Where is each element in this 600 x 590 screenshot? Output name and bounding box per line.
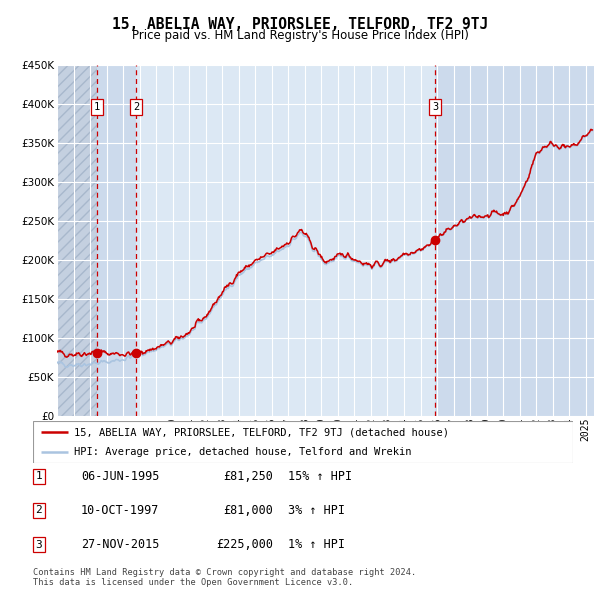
Text: £81,000: £81,000 — [223, 504, 273, 517]
Text: Price paid vs. HM Land Registry's House Price Index (HPI): Price paid vs. HM Land Registry's House … — [131, 30, 469, 42]
Text: 06-JUN-1995: 06-JUN-1995 — [81, 470, 160, 483]
Text: 15% ↑ HPI: 15% ↑ HPI — [288, 470, 352, 483]
Text: £225,000: £225,000 — [216, 538, 273, 551]
FancyBboxPatch shape — [33, 421, 573, 463]
Text: 15, ABELIA WAY, PRIORSLEE, TELFORD, TF2 9TJ (detached house): 15, ABELIA WAY, PRIORSLEE, TELFORD, TF2 … — [74, 427, 449, 437]
Text: 2: 2 — [35, 506, 43, 515]
Bar — [136, 65, 436, 416]
Text: 3% ↑ HPI: 3% ↑ HPI — [288, 504, 345, 517]
Text: 27-NOV-2015: 27-NOV-2015 — [81, 538, 160, 551]
Bar — [436, 65, 594, 416]
Text: 10-OCT-1997: 10-OCT-1997 — [81, 504, 160, 517]
Bar — [57, 65, 97, 416]
Text: HPI: Average price, detached house, Telford and Wrekin: HPI: Average price, detached house, Telf… — [74, 447, 411, 457]
Text: 1: 1 — [94, 102, 100, 112]
Text: 3: 3 — [432, 102, 439, 112]
Text: £81,250: £81,250 — [223, 470, 273, 483]
Text: 1: 1 — [35, 471, 43, 481]
Text: 3: 3 — [35, 540, 43, 549]
Text: 15, ABELIA WAY, PRIORSLEE, TELFORD, TF2 9TJ: 15, ABELIA WAY, PRIORSLEE, TELFORD, TF2 … — [112, 17, 488, 31]
Text: Contains HM Land Registry data © Crown copyright and database right 2024.: Contains HM Land Registry data © Crown c… — [33, 568, 416, 577]
Text: 1% ↑ HPI: 1% ↑ HPI — [288, 538, 345, 551]
Bar — [97, 65, 136, 416]
Text: This data is licensed under the Open Government Licence v3.0.: This data is licensed under the Open Gov… — [33, 578, 353, 588]
Text: 2: 2 — [133, 102, 139, 112]
